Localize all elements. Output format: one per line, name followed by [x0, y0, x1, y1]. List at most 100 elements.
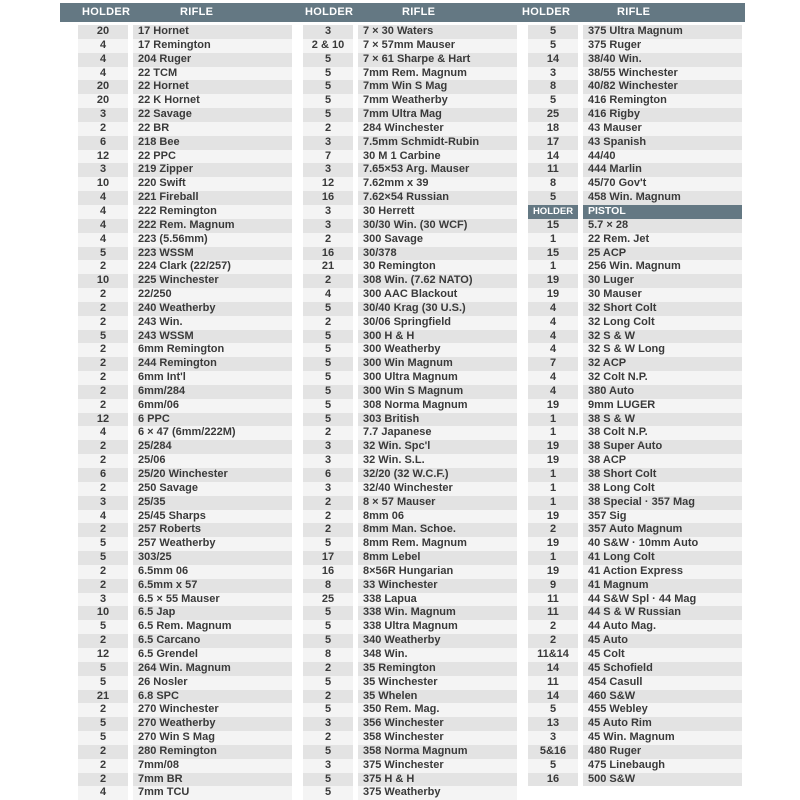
- table-row: 19 40 S&W · 10mm Auto: [528, 537, 742, 552]
- holder-cell: 9: [528, 578, 578, 593]
- cartridge-cell: 218 Bee: [133, 135, 292, 150]
- table-row: 14 460 S&W: [528, 689, 742, 704]
- holder-cell: 3: [303, 440, 353, 455]
- cartridge-cell: 38 ACP: [583, 454, 742, 468]
- table-row: 10 220 Swift: [78, 177, 292, 192]
- cartridge-cell: 454 Casull: [583, 675, 742, 690]
- cartridge-cell: 35 Winchester: [358, 675, 517, 690]
- cartridge-cell: 22 Hornet: [133, 80, 292, 95]
- holder-cell: 5: [78, 661, 128, 676]
- cartridge-cell: 38 Colt N.P.: [583, 426, 742, 441]
- holder-cell: 2: [303, 495, 353, 510]
- holder-cell: 12: [303, 177, 353, 192]
- table-row: 1 38 Short Colt: [528, 468, 742, 482]
- table-row: 3 30 Herrett: [303, 204, 517, 219]
- holder-cell: 2: [78, 398, 128, 413]
- table-row: 19 38 ACP: [528, 454, 742, 468]
- table-row: 19 357 Sig: [528, 509, 742, 524]
- table-row: 11 454 Casull: [528, 675, 742, 690]
- cartridge-cell: 40/82 Winchester: [583, 80, 742, 95]
- table-row: 2 6.5 Carcano: [78, 634, 292, 648]
- holder-cell: 2: [78, 440, 128, 455]
- holder-cell: 2: [528, 634, 578, 648]
- table-row: 2 357 Auto Magnum: [528, 523, 742, 538]
- cartridge-cell: 416 Rigby: [583, 108, 742, 122]
- holder-cell: 5: [78, 717, 128, 732]
- cartridge-cell: 350 Rem. Mag.: [358, 703, 517, 718]
- header-holder: HOLDER: [82, 6, 131, 18]
- table-row: 3 219 Zipper: [78, 163, 292, 178]
- table-row: 1 22 Rem. Jet: [528, 232, 742, 247]
- holder-cell: 5: [303, 371, 353, 385]
- table-row: 20 22 Hornet: [78, 80, 292, 95]
- cartridge-cell: 38 Long Colt: [583, 481, 742, 496]
- header-rifle: RIFLE: [180, 6, 214, 18]
- cartridge-cell: 32 ACP: [583, 357, 742, 372]
- table-row: 8 348 Win.: [303, 647, 517, 662]
- cartridge-cell: 32 S & W: [583, 329, 742, 344]
- table-row: 11&14 45 Colt: [528, 647, 742, 662]
- cartridge-cell: 22 BR: [133, 121, 292, 136]
- holder-cell: 4: [528, 315, 578, 330]
- holder-cell: 17: [303, 551, 353, 565]
- holder-cell: 1: [528, 551, 578, 565]
- cartridge-cell: 6.5 × 55 Mauser: [133, 592, 292, 607]
- cartridge-cell: 7mm BR: [133, 772, 292, 787]
- table-row: 5 375 Ultra Magnum: [528, 25, 742, 39]
- table-row: 3 45 Win. Magnum: [528, 731, 742, 745]
- cartridge-cell: 6.5 Rem. Magnum: [133, 620, 292, 635]
- holder-cell: 3: [303, 204, 353, 219]
- cartridge-cell: 380 Auto: [583, 384, 742, 399]
- table-row: 6 218 Bee: [78, 135, 292, 150]
- cartridge-cell: 280 Remington: [133, 744, 292, 759]
- cartridge-cell: 7mm Ultra Mag: [358, 108, 517, 122]
- cartridge-cell: 45/70 Gov't: [583, 177, 742, 192]
- holder-cell: 5: [528, 758, 578, 773]
- cartridge-cell: 270 Weatherby: [133, 717, 292, 732]
- table-row: 5 7mm Weatherby: [303, 94, 517, 109]
- holder-cell: 2: [303, 121, 353, 136]
- table-row: 14 38/40 Win.: [528, 52, 742, 67]
- cartridge-cell: 303/25: [133, 551, 292, 565]
- cartridge-cell: 44 S&W Spl · 44 Mag: [583, 592, 742, 607]
- table-row: 5 300 H & H: [303, 329, 517, 344]
- table-row: 5 375 H & H: [303, 772, 517, 787]
- column-group-3: 5 375 Ultra Magnum 5 375 Ruger 14 38/40 Win. 3…: [528, 25, 742, 787]
- holder-cell: 2: [303, 689, 353, 704]
- cartridge-cell: 7mm Win S Mag: [358, 80, 517, 95]
- cartridge-cell: 300 Win S Magnum: [358, 384, 517, 399]
- cartridge-cell: 30/378: [358, 246, 517, 261]
- cartridge-cell: 270 Winchester: [133, 703, 292, 718]
- table-row: 5 300 Win Magnum: [303, 357, 517, 372]
- table-row: 5 257 Weatherby: [78, 537, 292, 552]
- table-row: 11 44 S & W Russian: [528, 606, 742, 621]
- table-row: 5 338 Win. Magnum: [303, 606, 517, 621]
- holder-cell: 3: [78, 592, 128, 607]
- cartridge-cell: 338 Win. Magnum: [358, 606, 517, 621]
- cartridge-cell: 356 Winchester: [358, 717, 517, 732]
- holder-cell: 12: [78, 647, 128, 662]
- holder-cell: 10: [78, 606, 128, 621]
- cartridge-cell: 45 Win. Magnum: [583, 731, 742, 745]
- table-row: 2 6.5mm 06: [78, 564, 292, 579]
- table-row: 5 8mm Rem. Magnum: [303, 537, 517, 552]
- holder-cell: 5: [78, 551, 128, 565]
- cartridge-cell: 25/35: [133, 495, 292, 510]
- cartridge-cell: 38 Short Colt: [583, 468, 742, 482]
- cartridge-cell: 6 × 47 (6mm/222M): [133, 426, 292, 441]
- table-row: 2 6mm/06: [78, 398, 292, 413]
- cartridge-cell: 375 Weatherby: [358, 786, 517, 800]
- cartridge-cell: 6mm/06: [133, 398, 292, 413]
- table-row: 2 270 Winchester: [78, 703, 292, 718]
- holder-cell: 4: [78, 232, 128, 247]
- table-row: 16 500 S&W: [528, 772, 742, 787]
- table-row: 3 7 × 30 Waters: [303, 25, 517, 39]
- cartridge-cell: 45 Colt: [583, 647, 742, 662]
- holder-cell: 5: [303, 772, 353, 787]
- table-row: 11 444 Marlin: [528, 163, 742, 178]
- holder-cell: 2: [528, 523, 578, 538]
- table-row: 16 7.62×54 Russian: [303, 191, 517, 205]
- table-row: 2 6mm Remington: [78, 343, 292, 358]
- cartridge-cell: 460 S&W: [583, 689, 742, 704]
- holder-cell: 5: [303, 384, 353, 399]
